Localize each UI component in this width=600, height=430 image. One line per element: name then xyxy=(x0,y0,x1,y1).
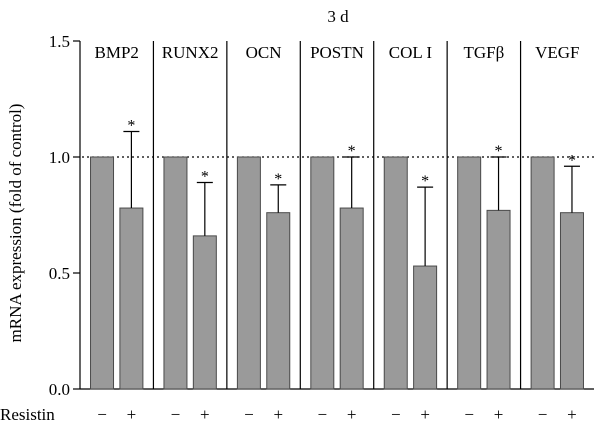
y-tick-label: 1.5 xyxy=(49,32,70,51)
resistin-plus-sign: + xyxy=(494,405,504,424)
panel-tgf-: TGFβ * xyxy=(457,41,522,390)
control-bar xyxy=(163,156,188,390)
panel-label: POSTN xyxy=(310,43,364,62)
control-bar xyxy=(530,156,555,390)
y-tick-label: 0.0 xyxy=(49,380,70,399)
panels: BMP2 * RUNX2 * OCN * POSTN * COL I * TGFβ * VEGF * xyxy=(80,41,594,390)
treated-bar xyxy=(559,212,584,390)
resistin-plus-sign: + xyxy=(273,405,283,424)
significance-marker: * xyxy=(495,143,503,160)
y-axis: 0.0 0.5 1.0 1.5 xyxy=(49,32,81,399)
y-axis-label: mRNA expression (fold of control) xyxy=(6,104,25,343)
resistin-minus-sign: − xyxy=(244,405,254,424)
treated-bar xyxy=(266,212,291,390)
resistin-row-label: Resistin xyxy=(0,405,55,424)
significance-marker: * xyxy=(348,143,356,160)
significance-marker: * xyxy=(274,171,282,188)
panel-label: COL I xyxy=(389,43,433,62)
panel-label: RUNX2 xyxy=(162,43,219,62)
panel-postn: POSTN * xyxy=(310,41,375,390)
panel-bmp2: BMP2 * xyxy=(90,41,155,390)
resistin-plus-sign: + xyxy=(420,405,430,424)
chart-title: 3 d xyxy=(327,7,349,26)
treated-bar xyxy=(413,265,438,390)
control-bar xyxy=(310,156,335,390)
resistin-minus-sign: − xyxy=(464,405,474,424)
panel-label: OCN xyxy=(246,43,282,62)
significance-marker: * xyxy=(568,152,576,169)
treated-bar xyxy=(339,207,364,390)
panel-label: TGFβ xyxy=(463,43,504,62)
panel-label: VEGF xyxy=(535,43,579,62)
resistin-plus-sign: + xyxy=(200,405,210,424)
resistin-minus-sign: − xyxy=(97,405,107,424)
treated-bar xyxy=(192,235,217,390)
resistin-plus-sign: + xyxy=(127,405,137,424)
resistin-minus-sign: − xyxy=(318,405,328,424)
resistin-signs: − + − + − + − + − + − + − + xyxy=(97,405,577,424)
panel-col-i: COL I * xyxy=(383,41,448,390)
control-bar xyxy=(90,156,115,390)
treated-bar xyxy=(486,209,511,390)
y-tick-label: 0.5 xyxy=(49,264,70,283)
panel-runx2: RUNX2 * xyxy=(162,41,228,390)
significance-marker: * xyxy=(127,117,135,134)
significance-marker: * xyxy=(201,169,209,186)
resistin-plus-sign: + xyxy=(567,405,577,424)
significance-marker: * xyxy=(421,173,429,190)
resistin-minus-sign: − xyxy=(538,405,548,424)
panel-label: BMP2 xyxy=(95,43,139,62)
panel-vegf: VEGF * xyxy=(530,43,584,390)
treated-bar xyxy=(119,207,144,390)
panel-ocn: OCN * xyxy=(236,41,301,390)
control-bar xyxy=(383,156,408,390)
resistin-minus-sign: − xyxy=(171,405,181,424)
control-bar xyxy=(236,156,261,390)
resistin-plus-sign: + xyxy=(347,405,357,424)
y-tick-label: 1.0 xyxy=(49,148,70,167)
resistin-minus-sign: − xyxy=(391,405,401,424)
control-bar xyxy=(457,156,482,390)
